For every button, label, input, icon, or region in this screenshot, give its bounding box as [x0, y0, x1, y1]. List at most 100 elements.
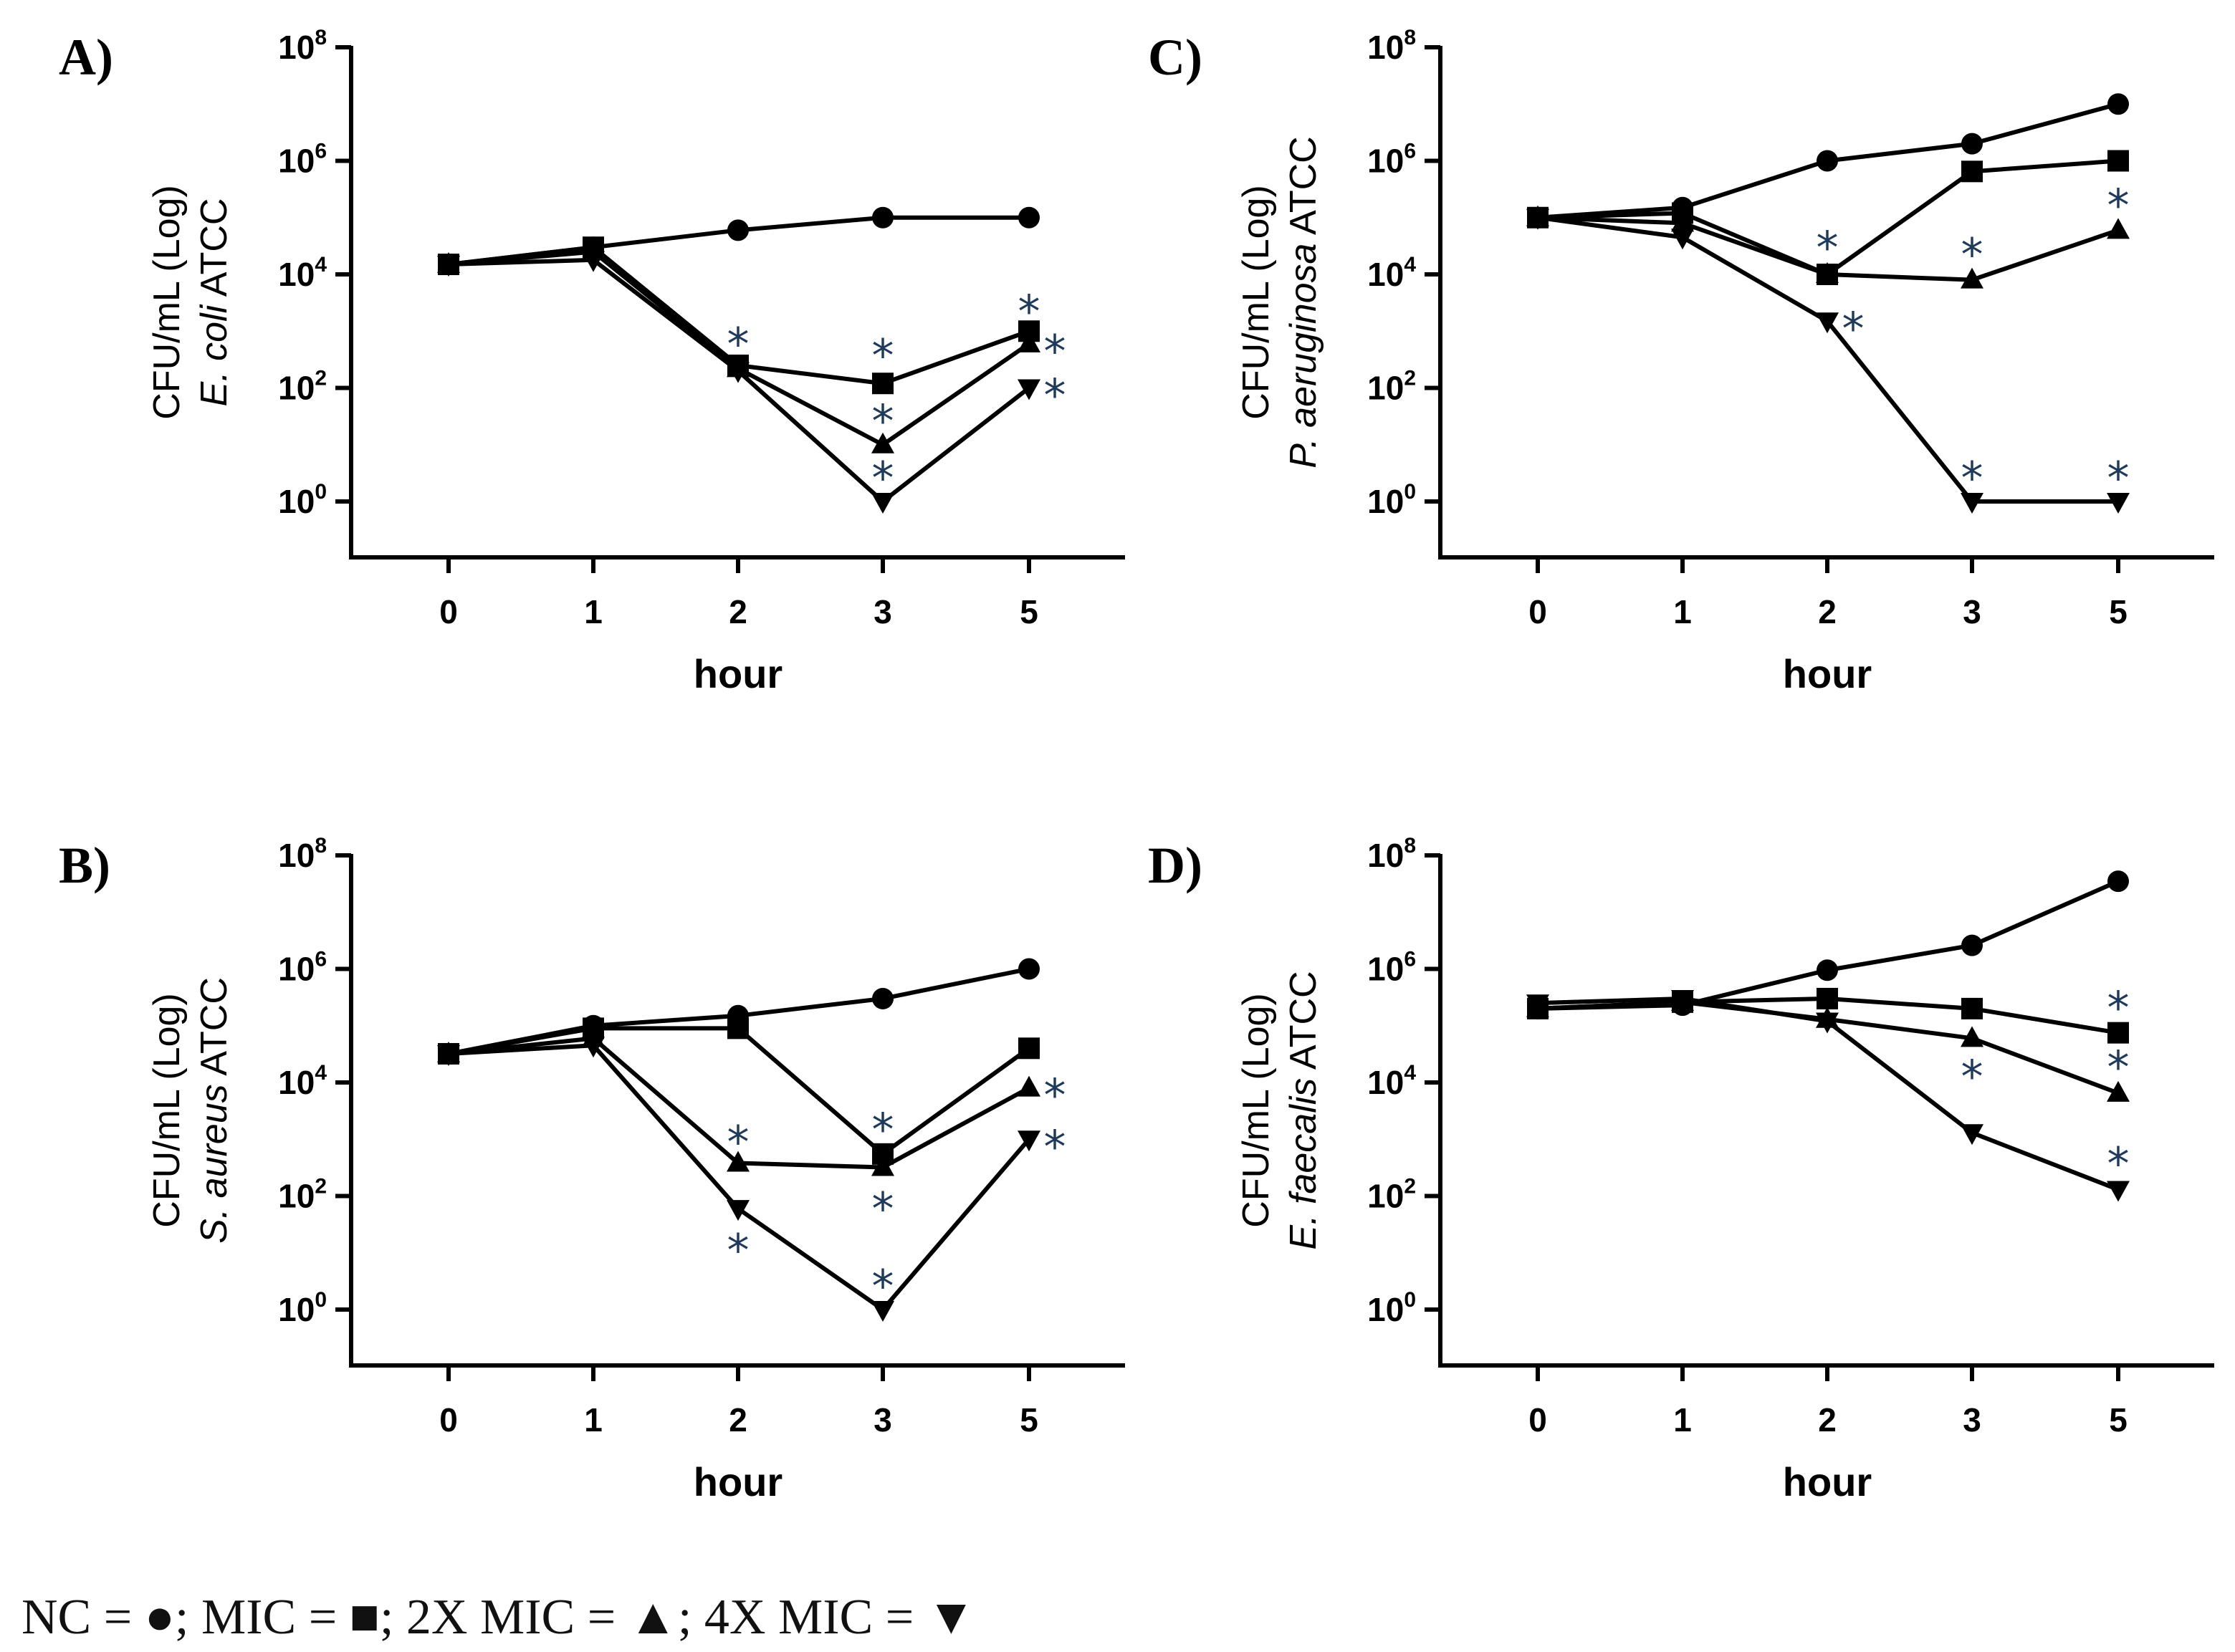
x-tick-label: 5 [1020, 1401, 1038, 1439]
chart-panel-2: B) 100 102 104 106 108 0 1 2 3 5 hour CFU/mL (Log) S.… [59, 834, 1125, 1504]
significance-asterisk: * [872, 1183, 894, 1235]
x-tick-label: 3 [874, 1401, 892, 1439]
significance-asterisk: * [727, 1116, 750, 1168]
point-4x-mic [1526, 994, 1549, 1016]
x-tick-label: 3 [1963, 593, 1981, 630]
y-axis-title: CFU/mL (Log) [146, 993, 188, 1227]
significance-asterisk: * [1961, 452, 1983, 504]
point-mic [1817, 987, 1838, 1009]
significance-asterisk: * [872, 330, 894, 382]
x-tick-label: 2 [1818, 1401, 1837, 1439]
panel-label: A) [59, 29, 113, 86]
point-4x-mic [871, 1301, 894, 1322]
point-nc [872, 206, 894, 229]
point-nc [1817, 959, 1838, 981]
point-nc [1018, 206, 1040, 229]
y-axis-title: CFU/mL (Log) [1235, 185, 1277, 419]
y-axis-organism: E. coli ATCC [193, 198, 235, 407]
panel-label: B) [59, 837, 110, 894]
x-tick-label: 1 [1673, 1401, 1692, 1439]
point-4x-mic [582, 251, 605, 272]
y-tick-label: 106 [1367, 140, 1416, 180]
significance-asterisk: * [1961, 229, 1983, 281]
point-mic [872, 373, 894, 395]
point-2x-mic [871, 432, 894, 453]
point-mic [1961, 997, 1983, 1019]
panel-label: C) [1148, 29, 1202, 86]
point-2x-mic [1816, 262, 1839, 283]
significance-asterisk: * [1044, 1120, 1066, 1173]
y-tick-label: 102 [1367, 367, 1416, 407]
point-4x-mic [1671, 989, 1694, 1011]
point-nc [1817, 150, 1838, 172]
y-tick-label: 100 [278, 480, 327, 520]
point-4x-mic [727, 362, 750, 383]
y-tick-label: 100 [1367, 480, 1416, 520]
significance-asterisk: * [2107, 981, 2130, 1034]
y-axis-organism: E. faecalis ATCC [1283, 971, 1324, 1249]
x-tick-label: 3 [1963, 1401, 1981, 1439]
point-2x-mic [1018, 331, 1040, 352]
legend-4x-mic-label: ; 4X MIC = [677, 1590, 927, 1645]
y-tick-label: 102 [278, 1175, 327, 1215]
x-tick-label: 0 [1528, 1401, 1547, 1439]
legend-2x-mic-symbol: ▲ [628, 1590, 678, 1645]
significance-asterisk: * [2107, 1041, 2130, 1093]
y-tick-label: 102 [278, 367, 327, 407]
significance-asterisk: * [872, 395, 894, 448]
x-axis-title: hour [694, 651, 783, 696]
y-tick-label: 106 [278, 140, 327, 180]
point-2x-mic [2107, 1080, 2130, 1102]
x-tick-label: 0 [439, 1401, 458, 1439]
significance-asterisk: * [1842, 302, 1865, 355]
point-mic [1018, 1037, 1040, 1060]
significance-asterisk: * [2107, 1138, 2130, 1190]
point-nc [1018, 958, 1040, 980]
panel-label: D) [1148, 837, 1202, 894]
y-tick-label: 102 [1367, 1175, 1416, 1215]
point-4x-mic [437, 256, 460, 277]
point-4x-mic [1816, 312, 1839, 334]
chart-panel-3: C) 100 102 104 106 108 0 1 2 3 5 hour CFU/mL (Log) P.… [1148, 26, 2214, 696]
point-4x-mic [1816, 1012, 1839, 1034]
point-4x-mic [1961, 493, 1983, 514]
x-axis-title: hour [1783, 1459, 1872, 1504]
y-tick-label: 104 [1367, 253, 1416, 293]
legend-2x-mic-label: ; 2X MIC = [379, 1590, 628, 1645]
x-tick-label: 2 [1818, 593, 1837, 630]
significance-asterisk: * [872, 452, 894, 504]
point-nc [872, 987, 894, 1009]
point-2x-mic [871, 1155, 894, 1176]
point-nc [727, 219, 749, 241]
point-4x-mic [1018, 379, 1040, 400]
y-tick-label: 108 [1367, 26, 1416, 66]
legend-mic-symbol: ■ [349, 1590, 380, 1645]
x-tick-label: 2 [729, 593, 747, 630]
significance-asterisk: * [1817, 221, 1839, 274]
significance-asterisk: * [872, 1260, 894, 1312]
x-tick-label: 3 [874, 593, 892, 630]
y-axis-title: CFU/mL (Log) [1235, 993, 1277, 1227]
y-axis-title: CFU/mL (Log) [146, 185, 188, 419]
point-nc [1961, 934, 1983, 956]
legend: NC = ●; MIC = ■; 2X MIC = ▲; 4X MIC = ▼ [21, 1589, 976, 1646]
point-mic [2107, 1022, 2129, 1044]
legend-nc-symbol: ● [144, 1590, 175, 1645]
y-axis-organism: S. aureus ATCC [193, 977, 235, 1244]
significance-asterisk: * [872, 1103, 894, 1156]
point-2x-mic [2107, 218, 2130, 239]
point-4x-mic [2107, 493, 2130, 514]
legend-4x-mic-symbol: ▼ [926, 1590, 976, 1645]
y-tick-label: 106 [278, 948, 327, 988]
point-4x-mic [871, 493, 894, 514]
significance-asterisk: * [727, 318, 750, 370]
y-tick-label: 100 [1367, 1288, 1416, 1328]
y-tick-label: 106 [1367, 948, 1416, 988]
point-2x-mic [1961, 1026, 1983, 1047]
point-4x-mic [437, 1044, 460, 1066]
y-tick-label: 104 [278, 253, 327, 293]
y-tick-label: 108 [1367, 834, 1416, 874]
legend-mic-label: ; MIC = [175, 1590, 350, 1645]
significance-asterisk: * [727, 1224, 750, 1277]
